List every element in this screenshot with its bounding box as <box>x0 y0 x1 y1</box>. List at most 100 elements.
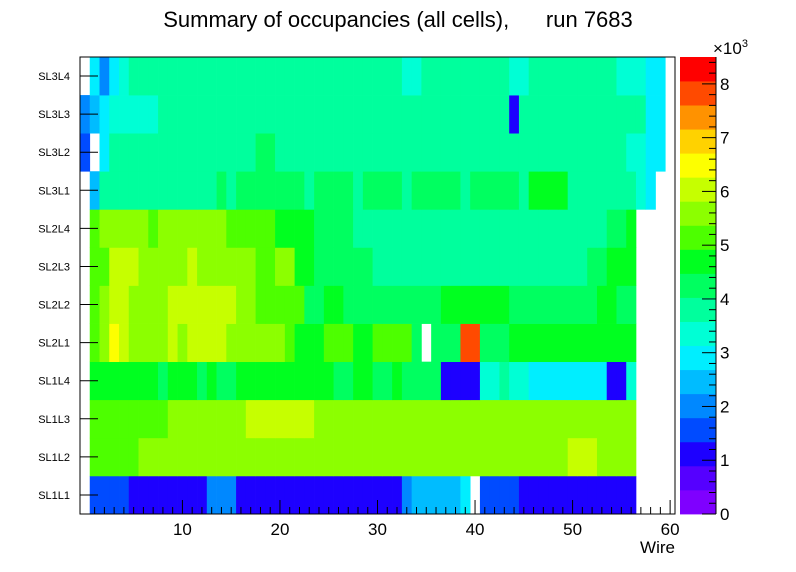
heatmap-cell <box>577 247 588 286</box>
heatmap-cell <box>206 399 217 439</box>
heatmap-cell <box>411 247 422 286</box>
heatmap-cell <box>216 133 227 172</box>
heatmap-cell <box>343 57 354 96</box>
heatmap-cell <box>557 57 569 96</box>
heatmap-cell <box>567 475 578 515</box>
heatmap-cell <box>304 437 315 477</box>
heatmap-cell <box>538 133 549 172</box>
heatmap-cell <box>518 437 530 477</box>
heatmap-cell <box>333 323 344 363</box>
x-tick-label: 20 <box>270 520 289 539</box>
heatmap-cell <box>645 95 656 134</box>
heatmap-cell <box>392 399 403 439</box>
heatmap-cell <box>587 209 598 248</box>
heatmap-cell <box>626 323 637 363</box>
heatmap-cell <box>567 95 578 134</box>
heatmap-cell <box>197 475 208 515</box>
heatmap-cell <box>616 361 627 401</box>
heatmap-cell <box>587 323 598 363</box>
heatmap-cell <box>109 285 120 324</box>
heatmap-cell <box>362 437 373 477</box>
heatmap-cell <box>479 437 491 477</box>
heatmap-cell <box>333 133 344 172</box>
heatmap-cell <box>128 171 139 210</box>
heatmap-cell <box>518 95 530 134</box>
heatmap-cell <box>275 133 286 172</box>
heatmap-cell <box>450 95 461 134</box>
heatmap-cell <box>167 361 178 401</box>
heatmap-cell <box>372 285 383 324</box>
heatmap-cell <box>372 209 383 248</box>
heatmap-cell <box>343 133 354 172</box>
heatmap-cell <box>255 399 266 439</box>
heatmap-cell <box>518 171 530 210</box>
heatmap-cell <box>538 247 549 286</box>
heatmap-cell <box>587 475 598 515</box>
heatmap-cell <box>518 285 530 324</box>
x-tick-label: 40 <box>466 520 485 539</box>
heatmap-cell <box>460 209 471 248</box>
heatmap-cell <box>372 95 383 134</box>
heatmap-cell <box>275 95 286 134</box>
heatmap-cell <box>548 323 559 363</box>
heatmap-cell <box>353 171 364 210</box>
heatmap-cell <box>333 209 344 248</box>
heatmap-cell <box>557 285 569 324</box>
heatmap-cell <box>606 95 617 134</box>
heatmap-cell <box>372 323 383 363</box>
heatmap-cell <box>294 95 305 134</box>
heatmap-cell <box>177 437 188 477</box>
heatmap-cell <box>362 323 373 363</box>
heatmap-cell <box>197 95 208 134</box>
heatmap-cell <box>509 247 520 286</box>
heatmap-cell <box>138 361 149 401</box>
heatmap-cell <box>226 95 237 134</box>
heatmap-cell <box>509 475 520 515</box>
heatmap-cell <box>333 399 344 439</box>
heatmap-cell <box>197 323 208 363</box>
heatmap-cell <box>567 437 578 477</box>
heatmap-cell <box>538 171 549 210</box>
heatmap-cell <box>499 361 510 401</box>
heatmap-cell <box>460 285 471 324</box>
heatmap-cell <box>577 475 588 515</box>
heatmap-cell <box>528 57 539 96</box>
heatmap-cell <box>616 399 627 439</box>
heatmap-cell <box>577 209 588 248</box>
heatmap-cell <box>206 95 217 134</box>
z-tick-label: 5 <box>720 236 729 255</box>
heatmap-cell <box>557 171 569 210</box>
heatmap-cell <box>236 171 247 210</box>
z-axis-multiplier: ×103 <box>713 38 748 58</box>
heatmap-cell <box>265 475 276 515</box>
heatmap-cell <box>431 323 442 363</box>
heatmap-cell <box>323 475 334 515</box>
heatmap-cell <box>440 95 451 134</box>
heatmap-cell <box>450 171 461 210</box>
heatmap-cell <box>548 171 559 210</box>
heatmap-cell <box>177 361 188 401</box>
palette-swatch <box>680 153 716 178</box>
heatmap-cell <box>587 361 598 401</box>
row-label: SL1L1 <box>38 490 70 502</box>
heatmap-cell <box>128 285 139 324</box>
heatmap-cell <box>548 247 559 286</box>
heatmap-cell <box>236 475 247 515</box>
heatmap-cell <box>440 323 451 363</box>
x-axis: 10 20 30 40 50 60 <box>94 500 680 539</box>
heatmap-cell <box>265 57 276 96</box>
heatmap-cell <box>372 361 383 401</box>
heatmap-cell <box>158 361 169 401</box>
heatmap-cell <box>119 171 130 210</box>
heatmap-cell <box>489 95 500 134</box>
heatmap-cell <box>99 437 110 477</box>
heatmap-cell <box>323 209 334 248</box>
heatmap-cell <box>265 247 276 286</box>
heatmap-cell <box>499 133 510 172</box>
heatmap-cell <box>587 399 598 439</box>
heatmap-cell <box>226 171 237 210</box>
heatmap-cell <box>450 323 461 363</box>
heatmap-cell <box>304 171 315 210</box>
heatmap-cell <box>411 475 422 515</box>
heatmap-cell <box>294 323 305 363</box>
